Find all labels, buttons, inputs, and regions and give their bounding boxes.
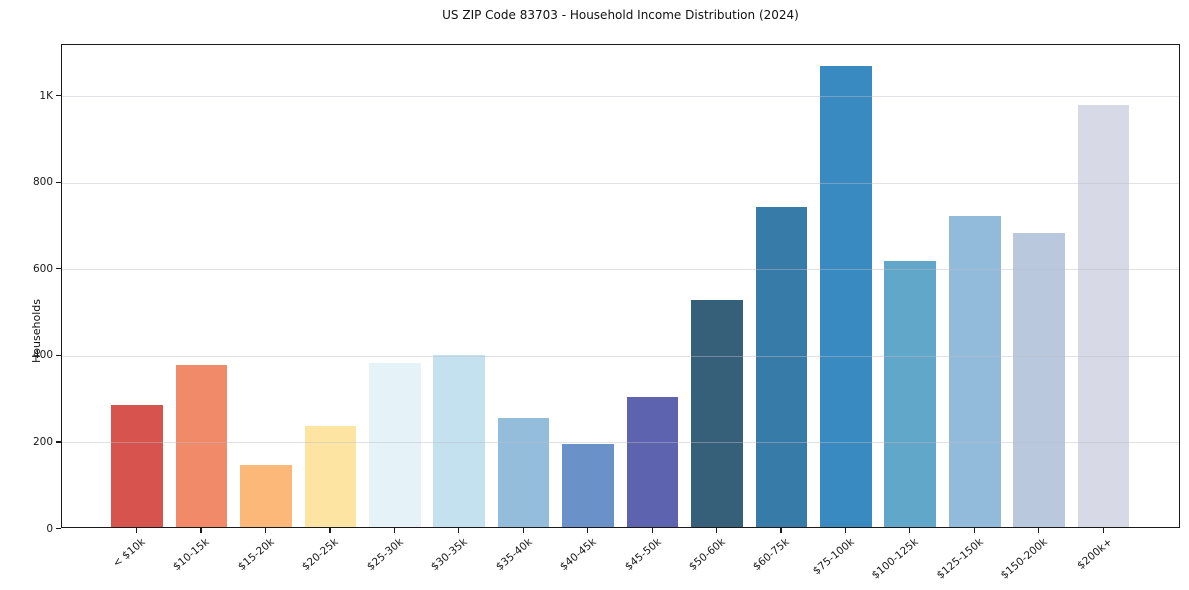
bar-$50-60k	[691, 300, 743, 527]
x-tick-label: $75-100k	[810, 536, 857, 578]
x-tick-label: $45-50k	[622, 536, 664, 574]
x-tick	[780, 528, 782, 533]
bar-$125-150k	[948, 215, 1001, 527]
y-tick	[56, 268, 61, 270]
x-tick	[264, 528, 267, 533]
gridline-1000	[62, 96, 1179, 98]
bar-$40-45k	[562, 444, 614, 527]
x-tick	[715, 528, 718, 533]
x-tick	[1038, 528, 1040, 533]
y-tick-label: 0	[46, 522, 53, 535]
y-tick-label: 600	[32, 262, 53, 275]
plot-area: Households	[30, 44, 1180, 528]
x-tick-label: $25-30k	[364, 536, 406, 574]
bar-$60-75k	[755, 206, 808, 527]
y-tick	[56, 354, 61, 357]
x-tick	[973, 528, 975, 533]
bar-$25-30k	[368, 362, 421, 527]
gridline-200	[62, 442, 1179, 444]
x-tick	[329, 528, 331, 533]
bar-$20-25k	[304, 426, 357, 527]
gridline-600	[62, 269, 1179, 271]
x-tick	[909, 528, 911, 533]
x-tick-label: $20-25k	[300, 536, 342, 574]
x-tick-label: $30-35k	[429, 536, 470, 574]
x-tick-label: $60-75k	[751, 536, 793, 574]
x-tick-label: < $10k	[110, 536, 148, 570]
x-tick-label: $15-20k	[235, 536, 277, 574]
x-tick-label: $10-15k	[171, 536, 213, 574]
chart-title: US ZIP Code 83703 - Household Income Dis…	[442, 8, 799, 22]
bar-$45-50k	[626, 397, 679, 527]
y-tick	[56, 528, 61, 530]
y-tick	[56, 181, 61, 183]
bar-$200k+	[1077, 104, 1130, 527]
bar-$10-15k	[175, 364, 228, 527]
x-tick-label: $200k+	[1074, 536, 1115, 572]
gridline-400	[62, 355, 1179, 357]
x-tick	[1102, 528, 1104, 533]
bar-$150-200k	[1013, 232, 1065, 527]
y-tick	[56, 441, 61, 443]
x-tick	[136, 528, 138, 533]
y-tick-label: 800	[32, 176, 53, 189]
x-tick	[393, 528, 395, 533]
x-tick	[651, 528, 653, 533]
x-tick-label: $125-150k	[934, 536, 986, 582]
x-tick	[844, 528, 847, 533]
x-tick	[458, 528, 460, 533]
y-tick-label: 200	[32, 435, 53, 448]
x-tick-label: $100-125k	[869, 536, 921, 582]
bar-$75-100k	[820, 66, 872, 527]
bar-$35-40k	[497, 418, 550, 527]
y-tick	[56, 95, 61, 97]
gridline-800	[62, 182, 1179, 184]
x-tick	[587, 528, 589, 533]
x-tick-label: $40-45k	[557, 536, 599, 574]
x-tick-label: $150-200k	[998, 536, 1050, 582]
x-tick-label: $35-40k	[493, 536, 535, 574]
bar-< $10k	[111, 404, 163, 527]
bar-$15-20k	[240, 465, 292, 527]
bar-$100-125k	[884, 260, 937, 527]
x-tick	[522, 528, 524, 533]
bar-$30-35k	[433, 354, 485, 527]
x-tick-label: $50-60k	[686, 536, 728, 574]
y-tick-label: 1K	[39, 89, 53, 102]
y-tick-label: 400	[32, 349, 53, 362]
x-tick	[200, 528, 202, 533]
